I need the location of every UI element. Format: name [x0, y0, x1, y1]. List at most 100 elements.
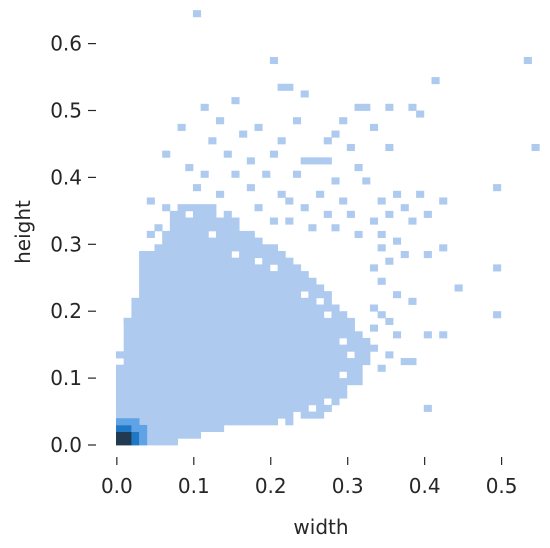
histogram-cell	[192, 230, 202, 239]
histogram-cell	[231, 418, 240, 426]
x-axis: 0.0 0.1 0.2 0.3 0.4 0.5	[101, 457, 518, 498]
histogram-cell	[292, 358, 302, 366]
histogram-cell	[246, 291, 255, 299]
histogram-cell	[331, 331, 340, 339]
histogram-cell	[146, 411, 155, 419]
histogram-cell	[246, 304, 255, 312]
histogram-cell	[192, 237, 202, 245]
histogram-cell	[239, 250, 248, 259]
histogram-cell	[162, 378, 171, 386]
histogram-cell	[154, 264, 163, 272]
histogram-cell	[131, 358, 140, 366]
histogram-cell	[131, 418, 140, 426]
histogram-cell	[162, 398, 171, 406]
histogram-cell	[285, 398, 294, 406]
histogram-cell	[154, 284, 163, 292]
histogram-cell	[254, 331, 263, 339]
histogram-cell	[331, 378, 340, 386]
histogram-cell	[231, 217, 240, 225]
histogram-cell	[154, 317, 163, 325]
histogram-cell	[139, 284, 148, 292]
histogram-cell	[169, 230, 178, 239]
histogram-cell	[339, 331, 348, 339]
histogram-cell	[169, 418, 178, 426]
histogram-cell	[262, 250, 271, 259]
histogram-cell	[177, 277, 186, 285]
histogram-cell	[208, 411, 217, 419]
histogram-cell	[146, 250, 155, 259]
histogram-cell	[177, 358, 186, 366]
histogram-cell	[208, 217, 217, 225]
histogram-cell	[192, 304, 202, 312]
histogram-cell	[239, 337, 248, 346]
histogram-cell	[285, 271, 294, 279]
histogram-cell	[346, 378, 355, 386]
histogram-cell	[223, 284, 232, 292]
histogram-cell	[239, 311, 248, 319]
histogram-cell	[254, 297, 263, 305]
histogram-cell	[208, 384, 217, 392]
histogram-cell	[200, 344, 209, 352]
histogram-cell	[139, 424, 148, 433]
histogram-cell	[139, 337, 148, 346]
histogram-cell	[162, 418, 171, 426]
histogram-cell	[208, 371, 217, 379]
histogram-cell	[416, 110, 425, 118]
histogram-cell	[354, 364, 363, 372]
y-tick-label: 0.5	[50, 99, 82, 123]
histogram-cell	[208, 358, 217, 366]
histogram-cell	[277, 358, 286, 366]
histogram-cell	[331, 304, 340, 312]
histogram-cell	[169, 378, 178, 386]
x-tick-label: 0.0	[101, 474, 133, 498]
histogram-cell	[177, 123, 186, 131]
histogram-cell	[262, 304, 271, 312]
histogram-cell	[316, 391, 325, 399]
histogram-cell	[200, 358, 209, 366]
histogram-cell	[192, 10, 202, 18]
histogram-cell	[239, 331, 248, 339]
histogram-cell	[146, 317, 155, 325]
histogram-cell	[323, 337, 332, 346]
histogram-cell	[369, 123, 379, 131]
histogram-cell	[139, 277, 148, 285]
histogram-cell	[185, 371, 194, 379]
histogram-cell	[200, 204, 209, 212]
histogram-cell	[246, 337, 255, 346]
histogram-cell	[208, 304, 217, 312]
histogram-cell	[169, 237, 178, 245]
histogram-cell	[154, 378, 163, 386]
histogram-cell	[200, 210, 209, 218]
histogram-cell	[154, 257, 163, 265]
histogram-cell	[169, 337, 178, 346]
histogram-cell	[185, 277, 194, 285]
histogram-cell	[216, 391, 225, 399]
histogram-cell	[300, 371, 309, 379]
histogram-cell	[393, 291, 402, 299]
histogram-cell	[216, 418, 225, 426]
histogram-cell	[246, 317, 255, 325]
histogram-cell	[185, 398, 194, 406]
histogram-cell	[154, 418, 163, 426]
histogram-cell	[185, 317, 194, 325]
histogram-cell	[192, 351, 202, 359]
histogram-cell	[177, 257, 186, 265]
histogram-cell	[139, 418, 148, 426]
histogram-cell	[192, 264, 202, 272]
histogram-cell	[269, 378, 278, 386]
histogram-cell	[200, 337, 209, 346]
histogram-cell	[123, 404, 132, 412]
histogram-cell	[339, 358, 348, 366]
histogram-cell	[185, 391, 194, 399]
histogram-cell	[239, 358, 248, 366]
histogram-cell	[231, 277, 240, 285]
histogram-cell	[308, 358, 317, 366]
histogram-cell	[208, 264, 217, 272]
histogram-cell	[308, 317, 317, 325]
histogram-cell	[231, 404, 240, 412]
histogram-cell	[231, 271, 240, 279]
histogram-cell	[246, 378, 255, 386]
histogram-cell	[277, 331, 286, 339]
histogram-cell	[292, 364, 302, 372]
histogram-cell	[177, 411, 186, 419]
